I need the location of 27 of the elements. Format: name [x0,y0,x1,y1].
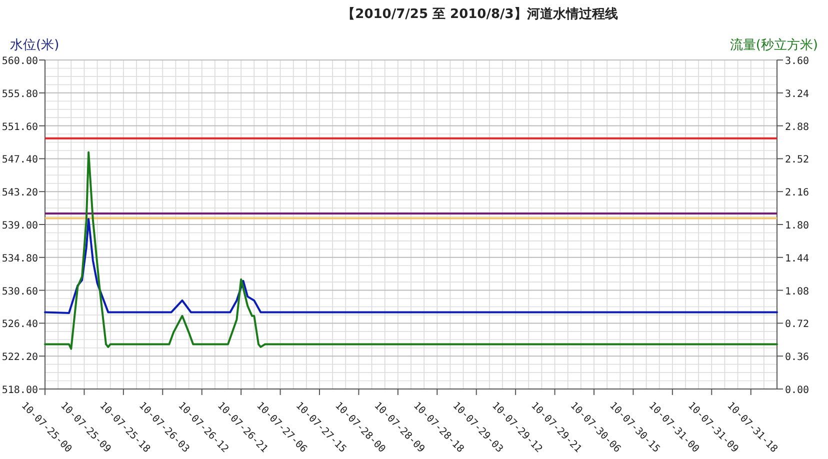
y-tick-label: 560.00 [2,56,38,67]
y2-tick-label: 3.24 [785,88,810,100]
y2-tick-label: 2.88 [785,122,810,133]
y-tick-label: 539.00 [2,220,38,232]
y2-tick-label: 2.52 [785,154,810,166]
y2-tick-label: 2.16 [785,188,810,199]
y2-tick-label: 0.36 [785,352,810,364]
y2-axis-title: 流量(秒立方米) [730,37,818,53]
y-tick-label: 551.60 [2,122,38,133]
line-series [44,218,778,314]
y-tick-label: 534.80 [2,253,38,264]
y2-tick-label: 0.72 [785,319,810,330]
y-axis-title: 水位(米) [10,38,60,53]
y2-tick-label: 1.08 [785,286,810,298]
y-tick-label: 555.80 [2,88,38,100]
y2-tick-label: 1.44 [785,253,810,264]
y-tick-label: 547.40 [2,154,38,166]
y-tick-label: 543.20 [2,188,38,199]
y-tick-label: 518.00 [2,385,38,396]
y2-tick-label: 1.80 [785,220,810,232]
y-tick-label: 522.20 [2,352,38,364]
y2-tick-label: 0.00 [785,385,810,396]
y-tick-label: 530.60 [2,286,38,298]
y2-tick-label: 3.60 [785,56,810,67]
chart-title: 【2010/7/25 至 2010/8/3】河道水情过程线 [342,6,618,22]
y-tick-label: 526.40 [2,319,38,330]
line-series [44,151,778,350]
